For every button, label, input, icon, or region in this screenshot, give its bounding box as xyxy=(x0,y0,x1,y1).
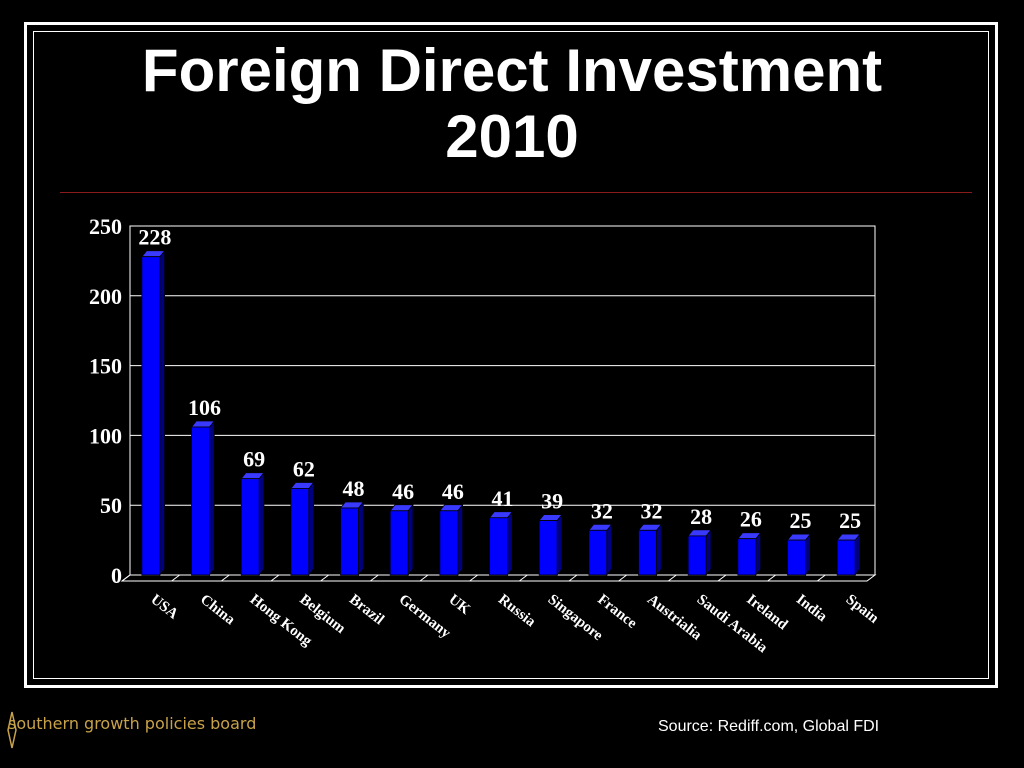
data-label: 32 xyxy=(641,498,663,523)
bar xyxy=(538,520,558,576)
bar xyxy=(836,539,856,576)
x-category-label: Singapore xyxy=(545,592,606,645)
data-label: 25 xyxy=(839,508,861,533)
x-category-label: India xyxy=(793,592,830,626)
bar xyxy=(389,510,409,576)
x-tick-mark xyxy=(270,574,280,582)
y-tick-label: 200 xyxy=(89,284,122,309)
x-tick-mark xyxy=(767,574,776,582)
slide-frame-outer xyxy=(24,22,998,688)
bar xyxy=(340,507,359,576)
bar-side xyxy=(407,503,414,577)
bar xyxy=(290,488,310,576)
bar-side xyxy=(854,532,861,577)
x-category-label: Russia xyxy=(495,592,539,631)
data-label: 69 xyxy=(243,447,265,472)
x-tick-mark xyxy=(469,574,478,582)
x-tick-mark xyxy=(568,574,578,582)
x-category-label: USA xyxy=(147,592,181,623)
y-tick-label: 100 xyxy=(89,423,122,448)
title-line-2: 2010 xyxy=(445,103,579,170)
bar-side xyxy=(258,471,265,577)
data-label: 228 xyxy=(138,225,171,250)
bar-side xyxy=(507,510,513,577)
slide-frame-inner xyxy=(33,31,989,679)
y-tick-label: 150 xyxy=(89,354,122,379)
data-label: 48 xyxy=(343,476,365,501)
bar-side xyxy=(159,249,166,577)
x-tick-mark xyxy=(370,574,379,582)
x-tick-mark xyxy=(320,574,329,582)
bar-side xyxy=(705,528,712,577)
source-note: Source: Rediff.com, Global FDI xyxy=(658,718,880,735)
x-category-label: UK xyxy=(445,592,473,619)
y-tick-label: 50 xyxy=(100,493,122,518)
bar-side xyxy=(308,481,315,577)
bar-side xyxy=(606,523,613,577)
data-label: 41 xyxy=(492,486,514,511)
bar xyxy=(240,478,260,576)
y-tick-label: 250 xyxy=(89,214,122,239)
bar xyxy=(787,539,806,576)
bar xyxy=(141,256,161,576)
logo-mark xyxy=(7,711,17,749)
x-tick-mark xyxy=(419,574,429,582)
bar-side xyxy=(755,531,762,577)
x-category-label: Germany xyxy=(396,592,454,642)
bar-side xyxy=(805,532,811,577)
x-tick-mark xyxy=(519,574,528,582)
data-label: 25 xyxy=(790,508,812,533)
y-tick-label: 0 xyxy=(111,563,122,588)
data-label: 106 xyxy=(188,395,221,420)
x-category-label: France xyxy=(594,592,640,633)
x-tick-mark xyxy=(171,574,180,582)
bar-side xyxy=(358,500,364,577)
bar xyxy=(191,426,210,576)
bar xyxy=(737,538,757,576)
bar-side xyxy=(457,503,464,577)
bar xyxy=(588,529,608,576)
bar xyxy=(687,535,707,576)
x-tick-mark xyxy=(668,574,677,582)
bar xyxy=(638,529,657,576)
bar-side xyxy=(656,523,662,577)
data-label: 46 xyxy=(442,479,464,504)
x-tick-mark xyxy=(717,574,727,582)
bar-side xyxy=(556,513,563,577)
data-label: 39 xyxy=(541,489,563,514)
logo-text: southern growth policies board xyxy=(8,714,257,733)
bar-side xyxy=(209,419,215,577)
data-label: 26 xyxy=(740,507,762,532)
title-line-1: Foreign Direct Investment xyxy=(141,37,883,104)
x-category-label: Spain xyxy=(843,592,882,628)
data-label: 32 xyxy=(591,498,613,523)
title-divider xyxy=(60,192,972,193)
x-tick-mark xyxy=(618,574,627,582)
x-tick-mark xyxy=(221,574,230,582)
x-tick-mark xyxy=(817,574,826,582)
data-label: 46 xyxy=(392,479,414,504)
data-label: 62 xyxy=(293,456,315,481)
x-tick-mark xyxy=(121,574,131,582)
bar xyxy=(489,517,508,576)
data-label: 28 xyxy=(690,504,712,529)
x-category-label: Austrialia xyxy=(644,592,705,644)
bar xyxy=(439,510,459,576)
slide-title: Foreign Direct Investment 2010 xyxy=(34,38,990,170)
x-category-label: China xyxy=(197,592,238,629)
x-category-label: Brazil xyxy=(346,592,387,629)
chart-floor xyxy=(120,574,877,582)
